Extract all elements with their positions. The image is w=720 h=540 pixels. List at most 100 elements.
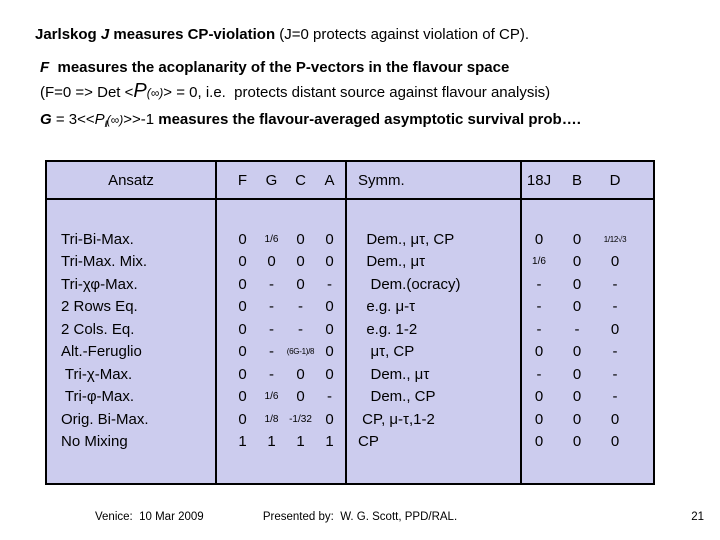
- value-b: 0: [572, 410, 582, 428]
- value-18j: -: [536, 365, 542, 383]
- value-f: 0: [238, 253, 247, 271]
- value-g: -: [269, 298, 274, 316]
- value-c: -: [298, 298, 303, 316]
- value-d: -: [612, 275, 618, 293]
- table-row: Tri-χφ-Max. 0 - 0 - Dem.(ocracy) - 0 -: [47, 273, 653, 296]
- g-formula-1: = 3<<: [51, 111, 95, 128]
- table-divider-2: [345, 162, 347, 483]
- table-row: Orig. Bi-Max. 0 1/8 -1/32 0 CP, μ-τ,1-2 …: [47, 408, 653, 431]
- value-18j: 0: [534, 410, 544, 428]
- value-d: -: [612, 298, 618, 316]
- table-divider-1: [215, 162, 217, 483]
- value-d: 1/12√3: [603, 234, 627, 244]
- ansatz-label: Orig. Bi-Max.: [61, 410, 149, 428]
- value-f: 1: [238, 433, 247, 451]
- value-b: 0: [572, 433, 582, 451]
- footer-credit: Presented by: W. G. Scott, PPD/RAL.: [262, 511, 458, 523]
- value-18j: 0: [534, 433, 544, 451]
- value-f: 0: [238, 298, 247, 316]
- value-g: -: [269, 365, 274, 383]
- col-header-symm: Symm.: [358, 171, 405, 189]
- value-f: 0: [238, 230, 247, 248]
- symmetry-label: μτ, CP: [358, 343, 415, 361]
- title-bold-2: measures CP-violation: [109, 26, 280, 43]
- infinity-arg-2: (∞): [106, 113, 124, 127]
- ansatz-table: Ansatz F G C A Symm. 18J B D Tri-Bi-Max.…: [45, 160, 655, 485]
- table-row: 2 Rows Eq. 0 - - 0 e.g. μ-τ - 0 -: [47, 296, 653, 319]
- value-a: 0: [325, 343, 334, 361]
- value-g: 1: [267, 433, 276, 451]
- p-symbol: P: [133, 80, 147, 102]
- ansatz-label: Tri-Bi-Max.: [61, 230, 134, 248]
- ansatz-label: Tri-χφ-Max.: [61, 275, 138, 293]
- g-formula-2: >>-1: [123, 111, 159, 128]
- col-header-a: A: [324, 171, 335, 189]
- table-row: 2 Cols. Eq. 0 - - 0 e.g. 1-2 - - 0: [47, 318, 653, 341]
- value-a: 1: [325, 433, 334, 451]
- symmetry-label: Dem., μτ: [358, 365, 430, 383]
- value-18j: -: [536, 320, 542, 338]
- value-c: (6G-1)/8: [286, 347, 315, 357]
- value-a: -: [327, 388, 332, 406]
- header-divider: [47, 198, 653, 200]
- value-f: 0: [238, 365, 247, 383]
- slide-footer: Venice: 10 Mar 2009 Presented by: W. G. …: [0, 511, 720, 527]
- value-d: -: [612, 343, 618, 361]
- table-row: Tri-χ-Max. 0 - 0 0 Dem., μτ - 0 -: [47, 363, 653, 386]
- table-row: Tri-φ-Max. 0 1/6 0 - Dem., CP 0 0 -: [47, 386, 653, 409]
- value-c: -1/32: [289, 413, 312, 425]
- p-symbol-2: P: [94, 111, 105, 128]
- value-c: 0: [296, 253, 305, 271]
- table-body: Tri-Bi-Max. 0 1/6 0 0 Dem., μτ, CP 0 0 1…: [47, 198, 653, 453]
- value-f: 0: [238, 343, 247, 361]
- ansatz-label: 2 Cols. Eq.: [61, 320, 135, 338]
- ansatz-label: Tri-φ-Max.: [61, 388, 135, 406]
- col-header-b: B: [571, 171, 582, 189]
- value-b: 0: [572, 298, 582, 316]
- ansatz-label: 2 Rows Eq.: [61, 298, 138, 316]
- footer-date: Venice: 10 Mar 2009: [95, 511, 204, 523]
- symmetry-label: Dem., μτ, CP: [358, 230, 455, 248]
- value-f: 0: [238, 320, 247, 338]
- value-c: 0: [296, 388, 305, 406]
- value-g: 1/6: [264, 391, 279, 403]
- intro-text: Jarlskog J measures CP-violation (J=0 pr…: [35, 26, 705, 133]
- value-c: 1: [296, 433, 305, 451]
- title-regular: (J=0 protects against violation of CP).: [279, 26, 529, 43]
- value-d: -: [612, 388, 618, 406]
- value-g: -: [269, 343, 274, 361]
- symmetry-label: e.g. μ-τ: [358, 298, 416, 316]
- value-b: 0: [572, 388, 582, 406]
- symmetry-label: CP: [358, 433, 379, 451]
- value-a: -: [327, 275, 332, 293]
- value-a: 0: [325, 298, 334, 316]
- col-header-g: G: [265, 171, 278, 189]
- f-symbol: F: [40, 59, 50, 76]
- value-c: 0: [296, 275, 305, 293]
- p-subscript: ll: [104, 119, 108, 129]
- value-a: 0: [325, 410, 334, 428]
- symmetry-label: CP, μ-τ,1-2: [358, 410, 435, 428]
- value-f: 0: [238, 275, 247, 293]
- col-header-d: D: [609, 171, 621, 189]
- symmetry-label: Dem.(ocracy): [358, 275, 461, 293]
- col-header-f: F: [237, 171, 248, 189]
- f-definition-text: measures the acoplanarity of the P-vecto…: [49, 59, 510, 76]
- value-a: 0: [325, 230, 334, 248]
- value-b: 0: [572, 343, 582, 361]
- ansatz-label: Alt.-Feruglio: [61, 343, 142, 361]
- value-c: -: [298, 320, 303, 338]
- det-text-2: > = 0, i.e. protects distant source agai…: [163, 84, 551, 101]
- table-row: Tri-Max. Mix. 0 0 0 0 Dem., μτ 1/6 0 0: [47, 251, 653, 274]
- value-b: 0: [572, 365, 582, 383]
- value-b: -: [574, 320, 580, 338]
- symmetry-label: e.g. 1-2: [358, 320, 418, 338]
- f-definition-line: F measures the acoplanarity of the P-vec…: [40, 59, 705, 77]
- ansatz-label: No Mixing: [61, 433, 128, 451]
- value-d: 0: [610, 320, 620, 338]
- g-definition-line: G = 3<<Pll(∞)>>-1 measures the flavour-a…: [40, 111, 705, 133]
- title-line: Jarlskog J measures CP-violation (J=0 pr…: [35, 26, 705, 44]
- col-header-ansatz: Ansatz: [108, 171, 154, 189]
- value-g: 1/8: [264, 413, 279, 425]
